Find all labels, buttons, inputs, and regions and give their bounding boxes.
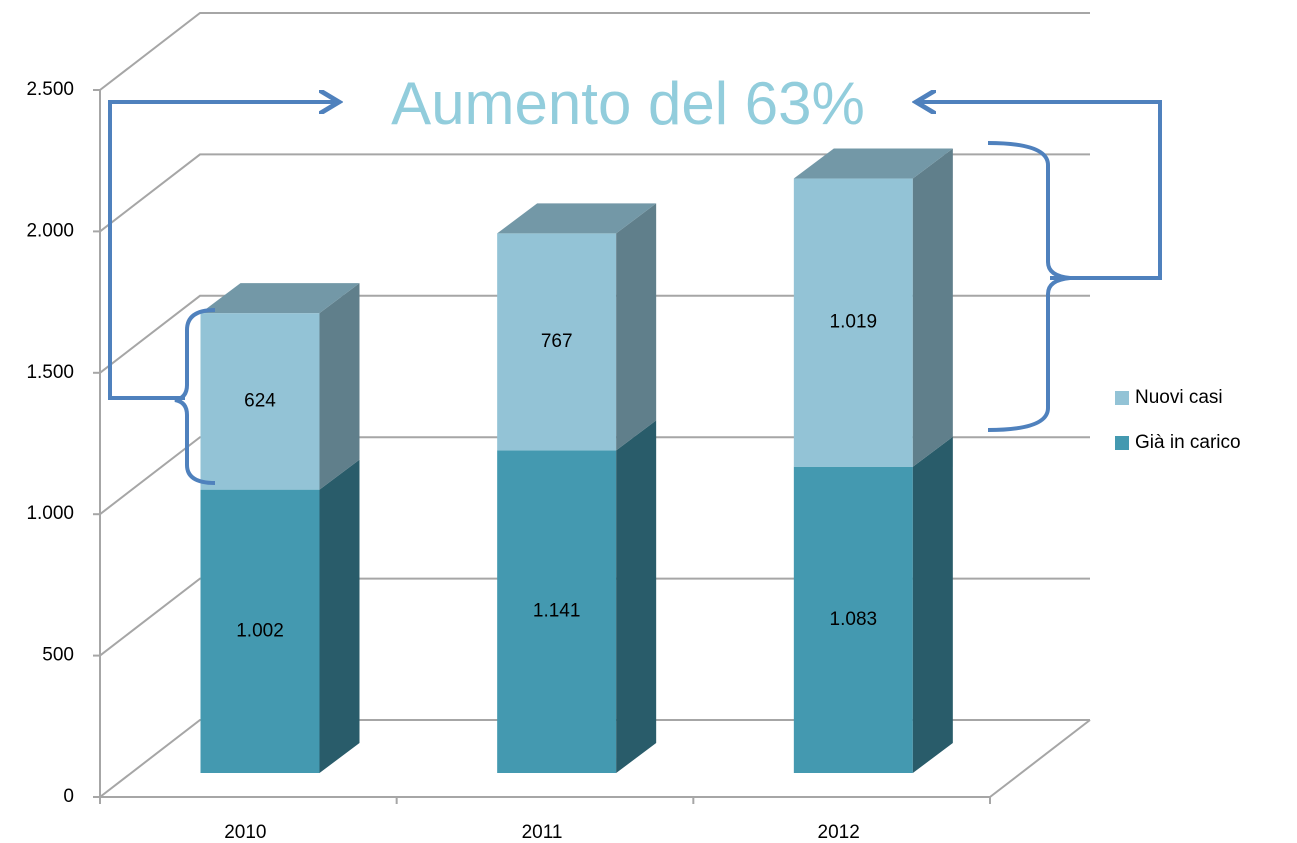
bar	[497, 450, 617, 773]
y-tick-label: 0	[63, 786, 74, 807]
grid-line	[99, 153, 1090, 233]
x-tick-label: 2012	[818, 822, 860, 843]
data-label: 1.083	[830, 609, 878, 630]
data-label: 624	[244, 390, 276, 411]
annotation: Aumento del 63%	[391, 70, 865, 137]
data-label: 1.141	[533, 601, 581, 622]
bar	[793, 466, 913, 773]
x-tick-label: 2011	[522, 822, 563, 843]
bar-top	[497, 203, 657, 234]
y-tick-label: 500	[42, 645, 74, 666]
bar-side	[616, 420, 657, 773]
y-tick-label: 2.500	[26, 79, 74, 100]
data-label: 1.002	[236, 620, 284, 641]
legend-label: Già in carico	[1135, 432, 1241, 453]
data-label: 1.019	[830, 312, 878, 333]
data-label: 767	[541, 331, 573, 352]
bar-top	[200, 283, 360, 314]
grid-line	[99, 719, 1090, 798]
x-tick-label: 2010	[224, 822, 266, 843]
legend-label: Nuovi casi	[1135, 387, 1223, 408]
grid-line	[99, 436, 1090, 515]
y-tick-label: 1.000	[26, 503, 74, 524]
left-arrow	[108, 102, 335, 400]
legend-swatch	[1115, 436, 1129, 450]
y-tick-label: 2.000	[26, 220, 74, 241]
legend-swatch	[1115, 391, 1129, 405]
grid-line	[99, 294, 1090, 374]
y-tick-label: 1.500	[26, 362, 74, 383]
bar-top	[793, 148, 953, 179]
bars: 1.002 624 1.141 767 1.083 1.019	[200, 148, 953, 773]
floor-edge	[989, 719, 1091, 798]
bar-side	[616, 203, 657, 451]
right-brace	[987, 141, 1071, 432]
grid-line	[99, 577, 1090, 657]
bar-side	[319, 283, 360, 490]
bar	[497, 233, 617, 451]
left-brace	[174, 308, 216, 485]
grid-line	[99, 12, 1090, 91]
bar	[793, 178, 913, 467]
right-arrow	[920, 102, 1162, 280]
bar-side	[319, 459, 360, 773]
bar	[200, 489, 320, 773]
walls: 0 500 1.000 1.500 2.000 2.500 2010 2011 2012	[26, 12, 1091, 843]
bar	[200, 313, 320, 490]
bar-side	[912, 148, 953, 467]
bar-side	[912, 436, 953, 773]
